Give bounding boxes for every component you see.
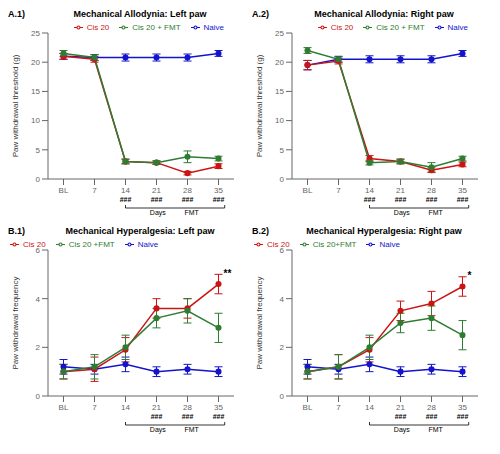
svg-text:15: 15 <box>275 87 284 96</box>
svg-text:###: ### <box>182 413 194 420</box>
svg-text:FMT: FMT <box>428 426 443 433</box>
svg-text:FMT: FMT <box>428 209 443 216</box>
svg-text:14: 14 <box>121 186 130 195</box>
svg-text:**: ** <box>224 268 232 279</box>
svg-text:0: 0 <box>36 392 41 401</box>
svg-text:4: 4 <box>36 295 41 304</box>
svg-text:4: 4 <box>280 295 285 304</box>
svg-text:2: 2 <box>280 343 285 352</box>
svg-text:15: 15 <box>31 87 40 96</box>
svg-text:5: 5 <box>36 146 41 155</box>
svg-text:28: 28 <box>183 186 192 195</box>
svg-text:35: 35 <box>214 186 223 195</box>
svg-text:6: 6 <box>36 246 41 255</box>
svg-text:21: 21 <box>396 186 405 195</box>
svg-text:25: 25 <box>275 29 284 38</box>
svg-text:0: 0 <box>280 392 285 401</box>
svg-text:###: ### <box>426 196 438 203</box>
svg-text:###: ### <box>151 196 163 203</box>
svg-text:2: 2 <box>36 343 41 352</box>
svg-text:FMT: FMT <box>184 209 199 216</box>
svg-text:35: 35 <box>214 403 223 412</box>
svg-text:Paw withdrawal frequency: Paw withdrawal frequency <box>255 277 264 370</box>
svg-text:20: 20 <box>275 58 284 67</box>
svg-text:35: 35 <box>458 403 467 412</box>
svg-text:BL: BL <box>59 403 69 412</box>
svg-text:BL: BL <box>303 186 313 195</box>
svg-text:###: ### <box>151 413 163 420</box>
svg-text:###: ### <box>426 413 438 420</box>
svg-text:Days: Days <box>394 426 410 434</box>
svg-text:###: ### <box>457 413 469 420</box>
svg-text:###: ### <box>395 196 407 203</box>
svg-text:7: 7 <box>336 186 341 195</box>
svg-text:###: ### <box>182 196 194 203</box>
svg-text:Days: Days <box>150 426 166 434</box>
svg-text:###: ### <box>213 413 225 420</box>
svg-text:14: 14 <box>365 403 374 412</box>
svg-text:28: 28 <box>427 403 436 412</box>
svg-text:10: 10 <box>275 116 284 125</box>
svg-text:35: 35 <box>458 186 467 195</box>
svg-text:Paw withdrawal threshold (g): Paw withdrawal threshold (g) <box>11 54 20 157</box>
svg-text:###: ### <box>213 196 225 203</box>
svg-text:###: ### <box>457 196 469 203</box>
svg-text:10: 10 <box>31 116 40 125</box>
svg-text:20: 20 <box>31 58 40 67</box>
svg-text:6: 6 <box>280 246 285 255</box>
svg-text:25: 25 <box>31 29 40 38</box>
svg-text:0: 0 <box>36 175 41 184</box>
svg-text:5: 5 <box>280 146 285 155</box>
svg-text:0: 0 <box>280 175 285 184</box>
svg-text:FMT: FMT <box>184 426 199 433</box>
svg-text:Days: Days <box>150 209 166 217</box>
svg-text:7: 7 <box>92 403 97 412</box>
svg-text:21: 21 <box>396 403 405 412</box>
svg-text:###: ### <box>120 196 132 203</box>
svg-text:###: ### <box>395 413 407 420</box>
svg-text:28: 28 <box>427 186 436 195</box>
svg-text:28: 28 <box>183 403 192 412</box>
svg-text:7: 7 <box>336 403 341 412</box>
svg-text:*: * <box>468 270 472 281</box>
svg-text:21: 21 <box>152 186 161 195</box>
svg-text:14: 14 <box>121 403 130 412</box>
svg-text:21: 21 <box>152 403 161 412</box>
svg-text:###: ### <box>364 196 376 203</box>
svg-text:BL: BL <box>303 403 313 412</box>
svg-text:Days: Days <box>394 209 410 217</box>
svg-text:Paw withdrawal threshold (g): Paw withdrawal threshold (g) <box>255 54 264 157</box>
svg-text:7: 7 <box>92 186 97 195</box>
svg-text:Paw withdrawal frequency: Paw withdrawal frequency <box>11 277 20 370</box>
svg-text:14: 14 <box>365 186 374 195</box>
svg-text:BL: BL <box>59 186 69 195</box>
